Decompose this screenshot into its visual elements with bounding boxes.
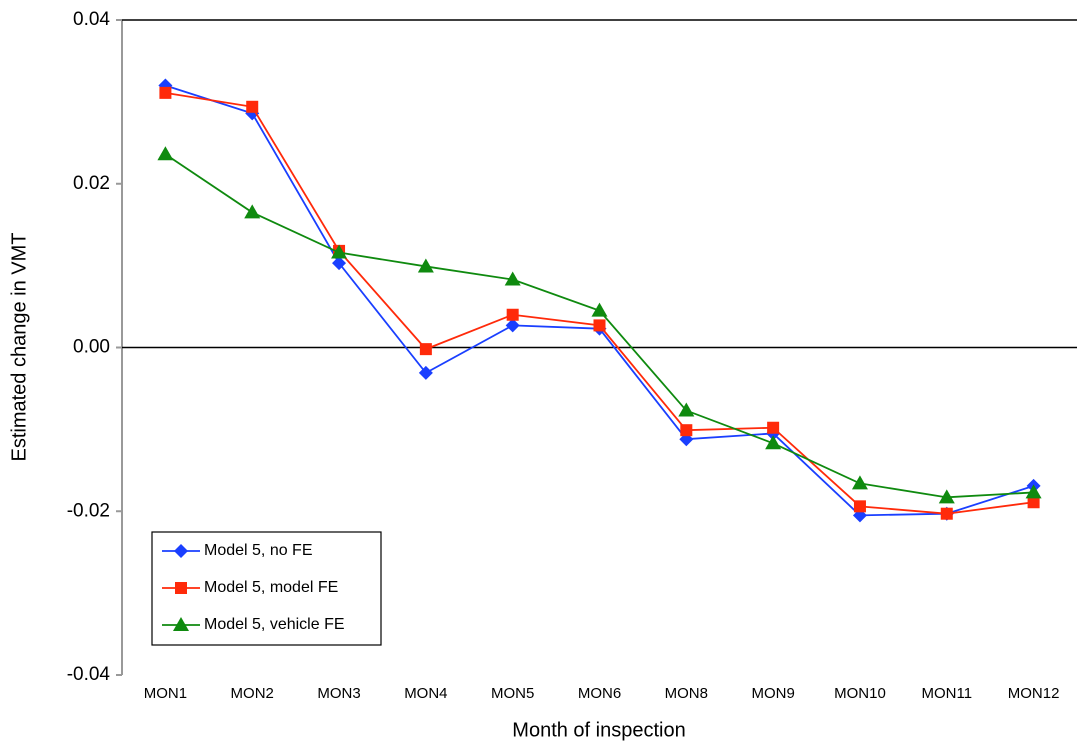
marker [591, 302, 608, 317]
series-line [165, 84, 1034, 517]
x-tick-label: MON8 [665, 685, 708, 702]
marker [940, 507, 953, 520]
x-tick-label: MON5 [491, 685, 534, 702]
x-tick-label: MON12 [1008, 685, 1060, 702]
marker [418, 365, 433, 380]
marker [505, 318, 520, 333]
x-tick-label: MON11 [921, 685, 972, 702]
marker [244, 204, 261, 219]
legend-label: Model 5, model FE [204, 579, 338, 596]
y-tick-label: -0.02 [67, 500, 110, 521]
x-tick-label: MON2 [231, 685, 274, 702]
x-tick-label: MON1 [144, 685, 187, 702]
marker [853, 500, 866, 513]
y-axis-label: Estimated change in VMT [8, 233, 30, 462]
marker [419, 343, 432, 356]
y-tick-label: 0.00 [73, 337, 110, 358]
x-tick-label: MON6 [578, 685, 621, 702]
marker [765, 435, 782, 450]
legend: Model 5, no FE Model 5, model FE Model 5, … [151, 531, 382, 646]
marker [678, 402, 695, 417]
marker [938, 489, 955, 504]
marker [417, 258, 434, 273]
marker [593, 319, 606, 332]
y-tick-label: 0.04 [73, 9, 110, 30]
marker [767, 421, 780, 434]
x-axis-label: Month of inspection [512, 719, 685, 741]
x-tick-label: MON3 [317, 685, 360, 702]
legend-marker [175, 582, 187, 594]
x-tick-label: MON4 [404, 685, 447, 702]
x-tick-label: MON9 [751, 685, 794, 702]
marker [332, 256, 347, 271]
marker [246, 100, 259, 113]
marker [680, 424, 693, 437]
marker [1027, 496, 1040, 509]
legend-marker [174, 544, 188, 558]
marker [157, 146, 174, 161]
y-tick-label: 0.02 [73, 173, 110, 194]
legend-label: Model 5, vehicle FE [204, 616, 345, 633]
marker [331, 244, 348, 259]
marker [504, 271, 521, 286]
legend-marker [173, 617, 189, 631]
marker [159, 86, 172, 99]
marker [851, 475, 868, 490]
legend-label: Model 5, no FE [204, 542, 313, 559]
x-tick-label: MON10 [834, 685, 886, 702]
marker [1025, 484, 1042, 499]
marker [506, 308, 519, 321]
y-tick-label: -0.04 [67, 664, 111, 685]
